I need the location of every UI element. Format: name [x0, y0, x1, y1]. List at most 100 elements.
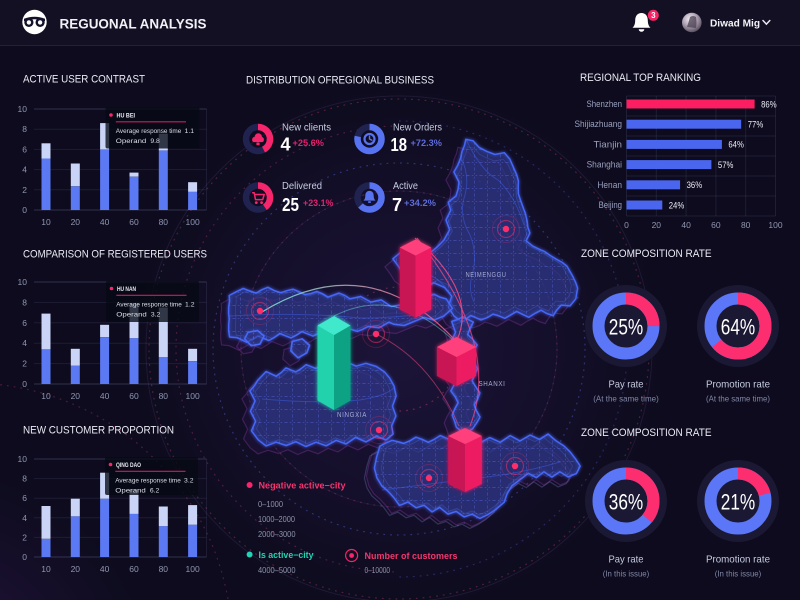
svg-text:SHANXI: SHANXI	[479, 381, 506, 388]
svg-text:+34.2%: +34.2%	[404, 198, 437, 209]
svg-text:2: 2	[22, 532, 27, 542]
svg-text:Tianjin: Tianjin	[594, 139, 623, 149]
svg-text:(In this issue): (In this issue)	[715, 569, 762, 579]
svg-text:57%: 57%	[718, 160, 734, 171]
svg-text:Average response time: Average response time	[115, 478, 181, 485]
svg-text:0–10000: 0–10000	[365, 566, 391, 575]
svg-text:2: 2	[22, 359, 27, 369]
svg-text:80: 80	[159, 391, 169, 401]
svg-text:100: 100	[768, 220, 782, 230]
svg-text:New clients: New clients	[282, 123, 331, 134]
svg-text:ZONE COMPOSITION RATE: ZONE COMPOSITION RATE	[581, 427, 712, 439]
svg-text:4: 4	[22, 513, 27, 523]
svg-text:1000–2000: 1000–2000	[258, 515, 296, 524]
svg-text:40: 40	[100, 217, 110, 227]
svg-text:Shenzhen: Shenzhen	[587, 99, 623, 109]
svg-text:10: 10	[18, 454, 28, 464]
svg-text:0: 0	[22, 205, 27, 215]
svg-text:Pay rate: Pay rate	[609, 379, 644, 391]
svg-text:20: 20	[71, 564, 81, 574]
svg-text:6: 6	[22, 318, 27, 328]
svg-text:0: 0	[624, 220, 629, 230]
svg-text:8: 8	[22, 297, 27, 307]
svg-text:64%: 64%	[721, 314, 756, 339]
svg-text:40: 40	[100, 564, 110, 574]
svg-text:Promotion rate: Promotion rate	[706, 554, 770, 566]
svg-text:6: 6	[22, 493, 27, 503]
svg-text:40: 40	[681, 220, 691, 230]
svg-text:4: 4	[22, 165, 27, 175]
svg-text:Pay rate: Pay rate	[609, 554, 644, 566]
svg-text:Promotion rate: Promotion rate	[706, 379, 770, 391]
svg-text:Negative active−city: Negative active−city	[259, 481, 346, 491]
svg-text:9.8: 9.8	[150, 138, 160, 145]
svg-text:Number of customers: Number of customers	[365, 551, 458, 561]
svg-text:Diwad Mig: Diwad Mig	[710, 17, 760, 29]
svg-text:6.2: 6.2	[150, 488, 160, 495]
svg-text:ZONE COMPOSITION RATE: ZONE COMPOSITION RATE	[581, 248, 712, 260]
svg-text:Operand: Operand	[115, 488, 146, 495]
svg-text:2000–3000: 2000–3000	[258, 530, 296, 539]
svg-text:7: 7	[392, 195, 402, 215]
svg-text:60: 60	[129, 564, 139, 574]
svg-text:4: 4	[281, 135, 291, 155]
svg-text:0: 0	[22, 552, 27, 562]
svg-text:100: 100	[186, 391, 200, 401]
svg-text:60: 60	[711, 220, 721, 230]
svg-text:10: 10	[18, 277, 28, 287]
svg-text:0: 0	[22, 379, 27, 389]
svg-text:80: 80	[159, 217, 169, 227]
svg-text:Is active−city: Is active−city	[259, 550, 314, 560]
svg-text:+72.3%: +72.3%	[411, 138, 443, 149]
svg-text:6: 6	[22, 144, 27, 154]
svg-text:21%: 21%	[721, 489, 756, 514]
svg-text:10: 10	[41, 217, 51, 227]
svg-text:40: 40	[100, 391, 110, 401]
svg-text:36%: 36%	[609, 489, 644, 514]
svg-text:Shijiazhuang: Shijiazhuang	[575, 119, 623, 129]
svg-text:3.2: 3.2	[184, 478, 194, 485]
svg-text:REGIONAL TOP RANKING: REGIONAL TOP RANKING	[580, 72, 701, 84]
svg-text:(At the same time): (At the same time)	[706, 394, 770, 404]
svg-text:80: 80	[741, 220, 751, 230]
svg-text:COMPARISON OF REGISTERED USERS: COMPARISON OF REGISTERED USERS	[23, 249, 207, 261]
svg-text:REGUONAL ANALYSIS: REGUONAL ANALYSIS	[60, 17, 207, 32]
svg-text:100: 100	[186, 217, 200, 227]
svg-text:10: 10	[18, 104, 28, 114]
svg-text:(At the same time): (At the same time)	[593, 394, 659, 404]
svg-text:4: 4	[22, 338, 27, 348]
svg-text:DISTRIBUTION OFREGIONAL BUSINE: DISTRIBUTION OFREGIONAL BUSINESS	[246, 74, 434, 86]
svg-text:QING DAO: QING DAO	[116, 462, 141, 469]
svg-text:HU BEI: HU BEI	[117, 113, 136, 120]
svg-text:100: 100	[186, 564, 200, 574]
svg-text:4000–5000: 4000–5000	[258, 566, 296, 575]
svg-text:25%: 25%	[609, 314, 644, 339]
svg-text:Active: Active	[393, 181, 418, 192]
svg-text:NEW CUSTOMER PROPORTION: NEW CUSTOMER PROPORTION	[23, 425, 174, 437]
svg-text:(In this issue): (In this issue)	[603, 569, 650, 579]
svg-text:2: 2	[22, 185, 27, 195]
svg-text:New Orders: New Orders	[393, 123, 442, 134]
svg-text:Delivered: Delivered	[282, 181, 322, 192]
svg-text:Average response time: Average response time	[116, 128, 182, 135]
svg-text:20: 20	[652, 220, 662, 230]
svg-text:10: 10	[41, 564, 51, 574]
svg-text:18: 18	[391, 135, 408, 155]
svg-text:Shanghai: Shanghai	[587, 160, 622, 170]
svg-text:60: 60	[129, 217, 139, 227]
svg-text:24%: 24%	[669, 200, 685, 211]
svg-text:3: 3	[651, 11, 656, 20]
svg-text:8: 8	[22, 474, 27, 484]
svg-text:8: 8	[22, 124, 27, 134]
svg-text:Henan: Henan	[597, 180, 622, 190]
svg-text:20: 20	[71, 391, 81, 401]
svg-text:0–1000: 0–1000	[258, 500, 284, 509]
svg-text:64%: 64%	[728, 140, 744, 151]
svg-text:ACTIVE USER CONTRAST: ACTIVE USER CONTRAST	[23, 74, 145, 86]
svg-text:86%: 86%	[761, 99, 777, 110]
svg-text:Average response time: Average response time	[116, 302, 182, 309]
svg-text:3.2: 3.2	[151, 312, 161, 319]
svg-text:+25.6%: +25.6%	[293, 138, 325, 149]
svg-text:60: 60	[129, 391, 139, 401]
svg-text:36%: 36%	[687, 180, 703, 191]
